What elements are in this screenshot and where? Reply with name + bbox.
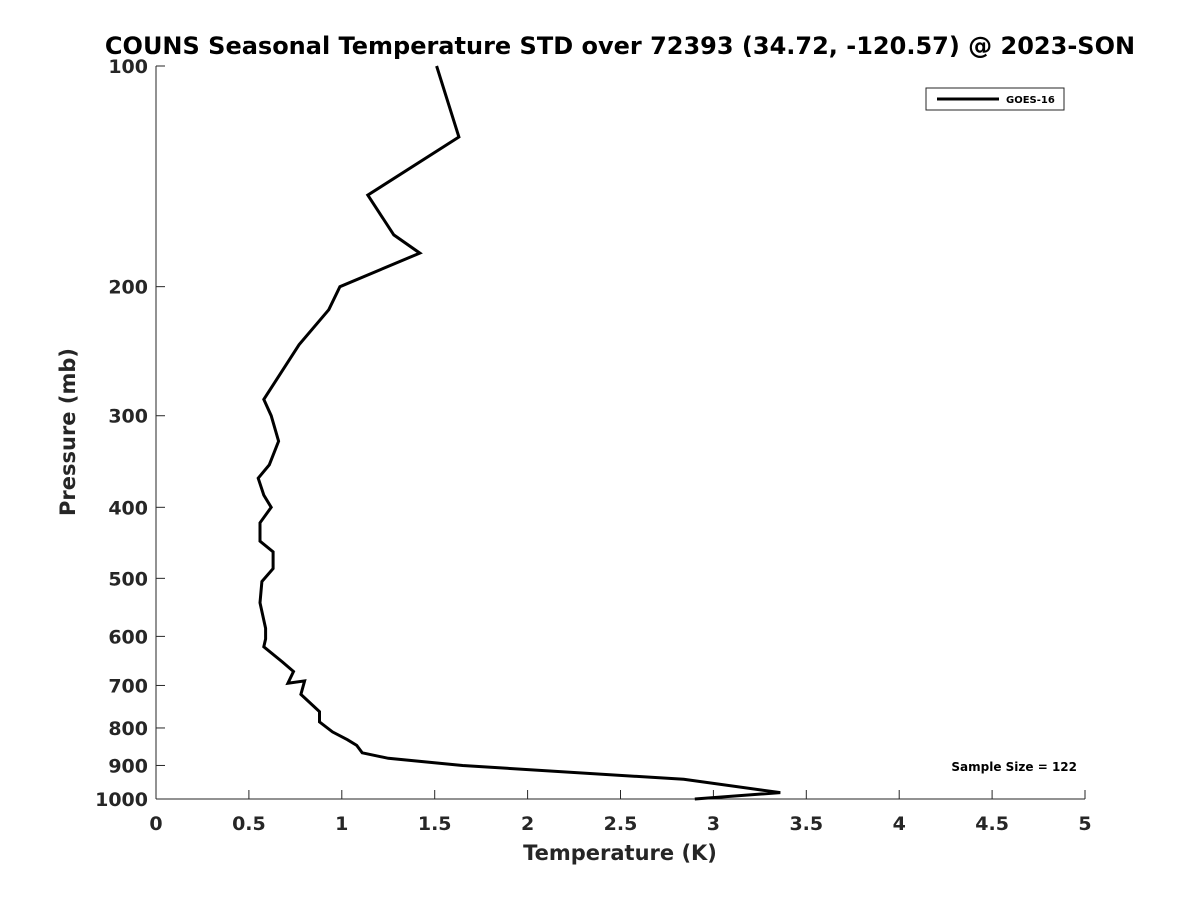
x-tick-label: 1 — [335, 813, 348, 835]
y-tick-label: 900 — [108, 755, 148, 777]
sample-size-annotation: Sample Size = 122 — [951, 760, 1077, 774]
series-layer — [256, 65, 781, 801]
series-line-goes-16 — [256, 65, 781, 801]
x-tick-label: 4.5 — [975, 813, 1009, 835]
y-tick-label: 500 — [108, 568, 148, 590]
x-tick-label: 4 — [893, 813, 906, 835]
y-tick-label: 100 — [108, 56, 148, 78]
x-tick-label: 3.5 — [789, 813, 823, 835]
y-tick-label: 400 — [108, 497, 148, 519]
x-tick-label: 3 — [707, 813, 720, 835]
y-axis-label: Pressure (mb) — [56, 348, 80, 516]
y-tick-label: 300 — [108, 406, 148, 428]
annotations: Sample Size = 122 — [951, 760, 1077, 774]
y-tick-label: 800 — [108, 718, 148, 740]
x-tick-label: 5 — [1078, 813, 1091, 835]
x-tick-label: 2 — [521, 813, 534, 835]
axes: 0 0.5 1 1.5 2 2.5 3 3.5 4 4.5 5 100 200 300 400 500 600 7… — [95, 56, 1092, 835]
y-tick-label: 700 — [108, 675, 148, 697]
y-tick-label: 200 — [108, 277, 148, 299]
legend-label: GOES-16 — [1006, 95, 1055, 106]
chart-title: COUNS Seasonal Temperature STD over 7239… — [105, 32, 1135, 60]
x-tick-label: 2.5 — [604, 813, 638, 835]
x-tick-label: 1.5 — [418, 813, 452, 835]
x-tick-label: 0.5 — [232, 813, 266, 835]
y-tick-label: 600 — [108, 626, 148, 648]
x-tick-label: 0 — [149, 813, 162, 835]
x-axis-label: Temperature (K) — [523, 841, 717, 865]
y-tick-label: 1000 — [95, 789, 148, 811]
legend: GOES-16 — [925, 87, 1065, 111]
